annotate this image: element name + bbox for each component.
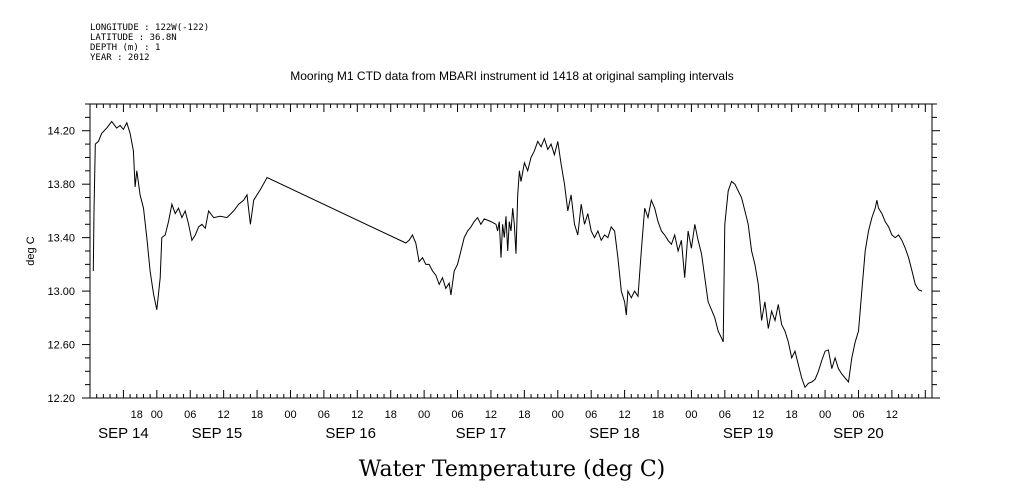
mooring-metadata: LONGITUDE : 122W(-122) LATITUDE : 36.8N … — [90, 23, 209, 63]
temperature-series-line — [92, 120, 923, 389]
x-tick-label: 06 — [451, 409, 463, 421]
y-tick-label: 14.20 — [47, 126, 75, 138]
y-tick-label: 13.00 — [47, 286, 75, 298]
x-tick-label: 06 — [719, 409, 731, 421]
latitude-text: LATITUDE : 36.8N — [90, 33, 177, 43]
x-tick-label: 12 — [485, 409, 497, 421]
y-axis-label: deg C — [25, 236, 37, 265]
x-tick-label: 12 — [218, 409, 230, 421]
x-tick-label: 06 — [585, 409, 597, 421]
year-text: YEAR : 2012 — [90, 53, 150, 63]
x-tick-label: 06 — [318, 409, 330, 421]
x-tick-label: 18 — [518, 409, 530, 421]
x-tick-label: 00 — [151, 409, 163, 421]
y-tick-labels: 12.20 12.60 13.00 13.40 13.80 14.20 — [47, 126, 75, 405]
plot-frame — [89, 103, 933, 399]
x-day-label: SEP 15 — [192, 425, 243, 442]
x-tick-label: 00 — [418, 409, 430, 421]
y-tick-label: 13.40 — [47, 233, 75, 245]
x-tick-label: 18 — [652, 409, 664, 421]
x-tick-label: 18 — [385, 409, 397, 421]
x-day-label: SEP 20 — [833, 425, 884, 442]
y-tick-label: 12.60 — [47, 340, 75, 352]
x-tick-label: 12 — [618, 409, 630, 421]
axis-ticks — [82, 103, 940, 399]
x-day-label: SEP 17 — [456, 425, 507, 442]
x-tick-label: 18 — [251, 409, 263, 421]
x-tick-label: 06 — [184, 409, 196, 421]
chart-title: Mooring M1 CTD data from MBARI instrumen… — [290, 69, 734, 83]
x-tick-label: 12 — [752, 409, 764, 421]
x-day-label: SEP 19 — [723, 425, 774, 442]
x-day-label: SEP 14 — [98, 425, 149, 442]
x-day-label: SEP 18 — [589, 425, 640, 442]
x-tick-label: 00 — [552, 409, 564, 421]
x-day-label: SEP 16 — [325, 425, 376, 442]
x-tick-labels: 18 00 06 12 18 00 06 12 18 00 06 12 18 00 06 12 18 00 06 12… — [131, 409, 898, 421]
x-tick-label: 12 — [351, 409, 363, 421]
x-tick-label: 00 — [284, 409, 296, 421]
depth-text: DEPTH (m) : 1 — [90, 43, 160, 53]
x-tick-label: 06 — [852, 409, 864, 421]
figure-caption: Water Temperature (deg C) — [359, 457, 666, 482]
longitude-text: LONGITUDE : 122W(-122) — [90, 23, 209, 33]
y-tick-label: 13.80 — [47, 179, 75, 191]
x-tick-label: 18 — [786, 409, 798, 421]
x-tick-label: 18 — [131, 409, 143, 421]
x-tick-label: 12 — [886, 409, 898, 421]
x-tick-label: 00 — [685, 409, 697, 421]
x-tick-label: 00 — [819, 409, 831, 421]
x-day-labels: SEP 14 SEP 15 SEP 16 SEP 17 SEP 18 SEP 19 SEP … — [98, 425, 884, 442]
y-tick-label: 12.20 — [47, 393, 75, 405]
